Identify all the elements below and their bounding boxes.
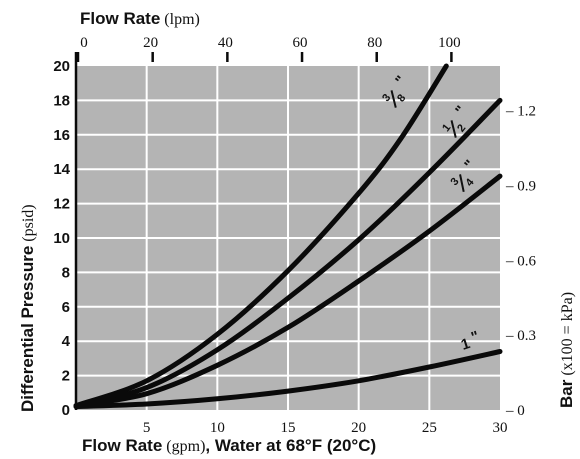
y-tick-label: 12	[53, 196, 70, 213]
right-tick-label: – 0.6	[505, 253, 537, 269]
series-curves	[73, 63, 503, 410]
right-tick-label: – 0.3	[505, 328, 536, 344]
y-axis-title: Differential Pressure(psid)	[18, 204, 37, 412]
top-axis-title: Flow Rate (lpm)	[80, 9, 200, 28]
series-line-1	[73, 63, 449, 409]
y-tick-label: 4	[62, 333, 71, 350]
right-tick-label: – 1.2	[505, 104, 536, 120]
x-axis-title: Flow Rate (gpm), Water at 68°F (20°C)	[82, 436, 376, 455]
series-line-4	[73, 349, 503, 410]
y-tick-label: 2	[62, 368, 70, 385]
grid-lines	[76, 66, 500, 410]
y-tick-label: 0	[62, 402, 70, 419]
x-tick-label: 30	[493, 420, 508, 436]
top-tick-label: 60	[293, 35, 308, 51]
fraction-bar	[450, 120, 457, 138]
y-tick-label: 14	[53, 161, 70, 178]
top-tick-label: 0	[80, 35, 88, 51]
fraction-bar	[459, 174, 465, 193]
fraction-bar	[390, 90, 397, 108]
axes: 0 2 4 6 8 10 12 14 16 18 20 5 10 15 20 25 30 0 20 40 60 80 100…	[53, 35, 536, 436]
y-tick-label: 8	[62, 264, 70, 281]
x-tick-label: 10	[210, 420, 225, 436]
y-tick-label: 6	[62, 299, 70, 316]
y-tick-label: 10	[53, 230, 70, 247]
x-tick-label: 20	[351, 420, 366, 436]
right-tick-label: – 0.9	[505, 178, 536, 194]
right-tick-label: – 0	[505, 403, 525, 419]
top-tick-label: 20	[143, 35, 158, 51]
x-tick-label: 15	[281, 420, 296, 436]
x-tick-label: 5	[143, 420, 151, 436]
x-tick-label: 25	[422, 420, 437, 436]
right-axis-title: Bar(x100 = kPa)	[557, 292, 576, 408]
series-line-2	[73, 97, 503, 409]
y-tick-label: 16	[53, 127, 70, 144]
top-tick-label: 100	[438, 35, 461, 51]
y-tick-label: 20	[53, 58, 70, 75]
top-tick-label: 80	[367, 35, 382, 51]
y-tick-label: 18	[53, 92, 70, 109]
top-tick-label: 40	[218, 35, 233, 51]
series-line-3	[73, 173, 503, 409]
